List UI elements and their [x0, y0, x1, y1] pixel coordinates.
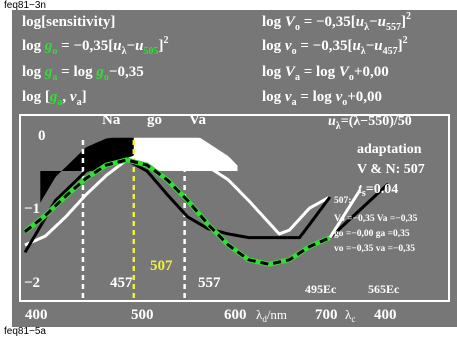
marker-label-457: 457: [110, 275, 133, 291]
info-line-vo-va: Vo =−0,35 Va =−0,35: [334, 214, 418, 224]
region-label-va: Va: [189, 112, 206, 128]
figure-code-bottom: feq81−5a: [4, 326, 46, 337]
adaptation-title: adaptation: [357, 142, 422, 157]
info-line-507: 507:: [334, 196, 351, 206]
plot-frame: [19, 114, 450, 302]
formula-l4: log [ga, va]: [22, 89, 87, 108]
adaptation-ts: ts=0.04: [358, 182, 398, 199]
y-tick-0: 0: [38, 128, 46, 144]
x-tick-400-comp: 400: [374, 307, 397, 323]
x-axis-unit-main: λd/nm: [256, 307, 287, 324]
marker-label-507: 507: [150, 258, 173, 274]
sensitivity-curves: [23, 148, 390, 267]
curve-white-extension: [328, 189, 362, 239]
formula-l1: log[sensitivity]: [22, 14, 115, 30]
curve-white: [24, 148, 331, 247]
curve-black-dashed: [24, 158, 331, 266]
annotation-495ec: 495Ec: [305, 282, 337, 296]
formula-r1: log Vo = −0,35[uλ−u557]2: [262, 11, 411, 33]
region-label-na: Na: [102, 112, 121, 128]
u-lambda-text: uλ=(λ−550)/50: [328, 114, 412, 132]
x-tick-500: 500: [131, 307, 154, 323]
formula-l2: log go = −0,35[uλ−u505]2: [22, 35, 168, 57]
curve-black-extension: [328, 182, 390, 239]
info-line-go-ga: go =−0,00 ga =0,35: [334, 229, 410, 239]
formula-block: log[sensitivity] log go = −0,35[uλ−u505]2…: [22, 11, 411, 108]
info-line-vo-va-small: vo =−0,35 va =−0,35: [334, 244, 415, 254]
x-tick-400: 400: [25, 307, 48, 323]
figure-code-top: feq81−3n: [4, 0, 46, 11]
adaptation-vn: V & N: 507: [357, 162, 425, 177]
x-axis-unit-comp: λc: [345, 307, 355, 324]
x-tick-700-comp: 700: [315, 307, 338, 323]
curve-black: [23, 158, 332, 254]
u-lambda-definition: uλ=(λ−550)/50: [328, 114, 412, 132]
y-tick-minus2: −2: [24, 275, 40, 291]
y-tick-minus1: −1: [24, 201, 40, 217]
x-tick-600: 600: [224, 307, 247, 323]
formula-r4: log va = log vo+0,00: [262, 89, 382, 108]
region-label-go: go: [147, 112, 162, 128]
marker-label-557: 557: [198, 275, 221, 291]
formula-l3: log ga = log go−0,35: [22, 64, 144, 83]
formula-r2: log vo = −0,35[uλ−u457]2: [262, 35, 408, 57]
formula-r3: log Va = log Vo+0,00: [262, 64, 389, 83]
annotation-565ec: 565Ec: [368, 282, 400, 296]
